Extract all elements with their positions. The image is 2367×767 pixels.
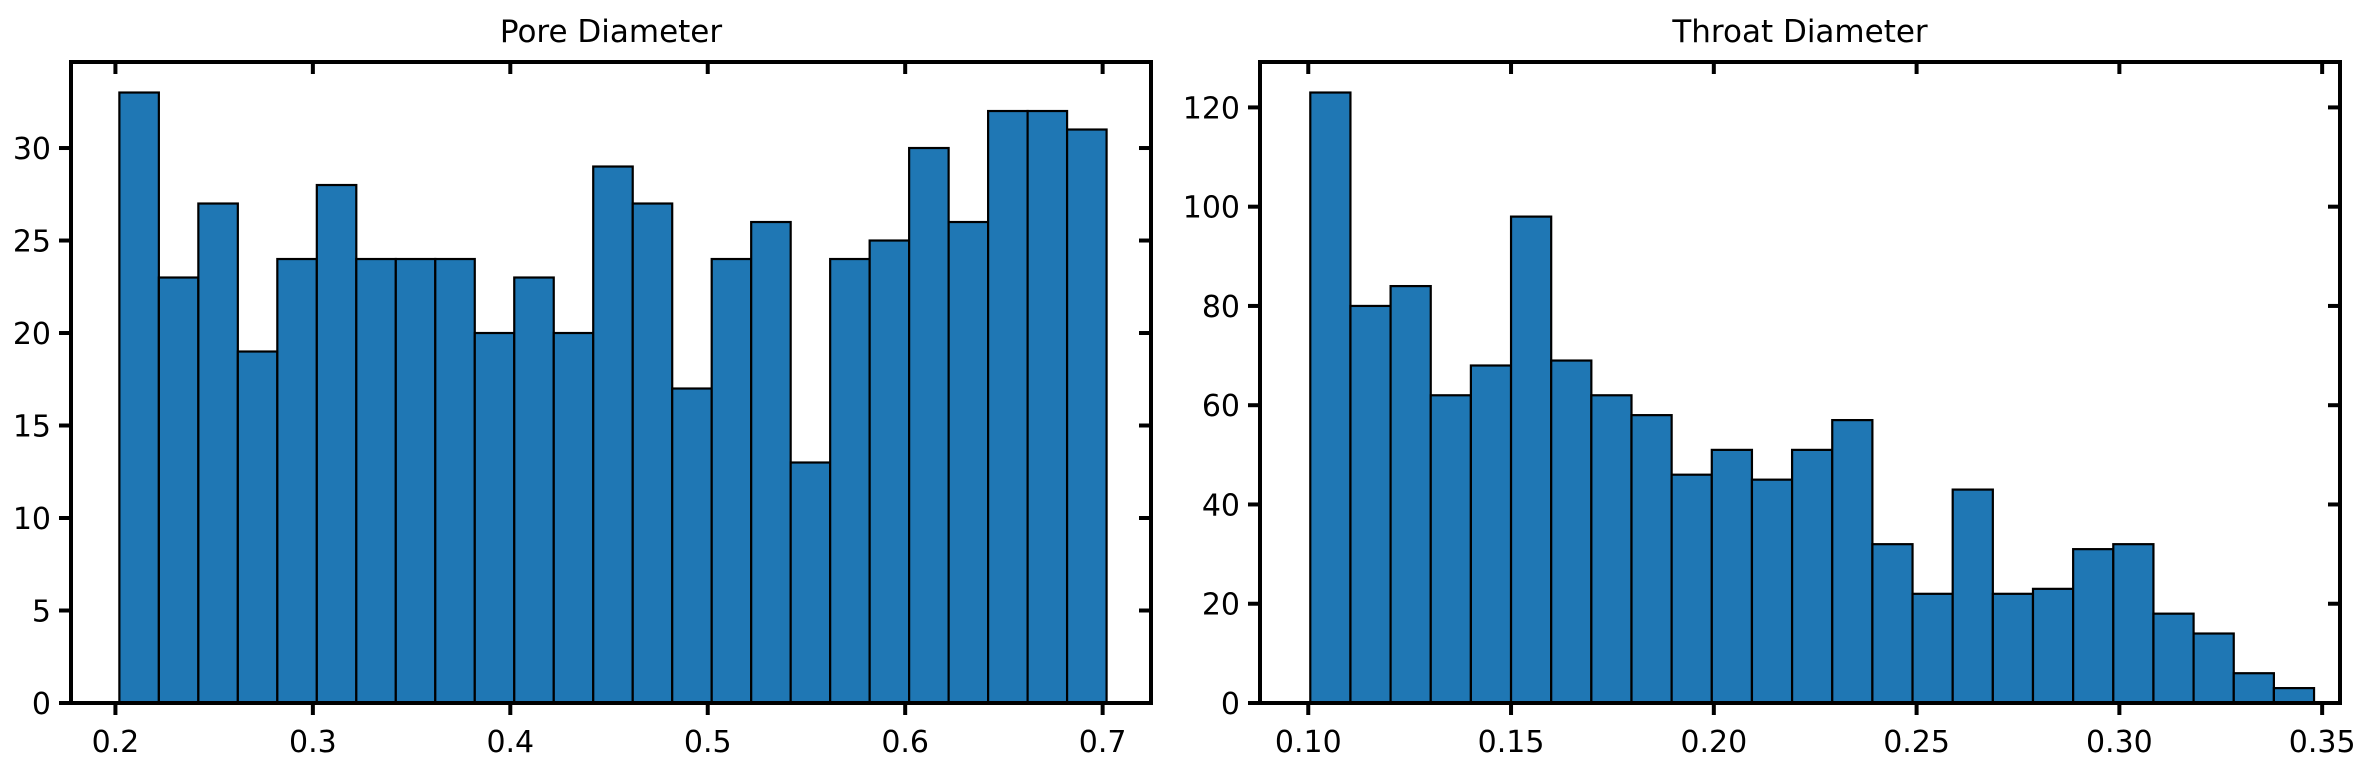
pore-bar-20 bbox=[908, 146, 950, 705]
pore-bar-8 bbox=[434, 257, 476, 705]
pore-bar-7 bbox=[394, 257, 437, 705]
pore-bar-2 bbox=[197, 202, 239, 705]
pore-bar-9 bbox=[473, 331, 516, 705]
throat-xtick-label-0: 0.10 bbox=[1275, 725, 1342, 760]
throat-ytick-label-6: 120 bbox=[1183, 91, 1240, 126]
throat-bar-16 bbox=[1951, 488, 1994, 705]
pore-xtick-label-1: 0.3 bbox=[289, 725, 337, 760]
throat-bar-3 bbox=[1429, 394, 1472, 705]
throat-bar-21 bbox=[2152, 612, 2195, 705]
pore-bar-5 bbox=[315, 183, 358, 705]
pore-diameter-title: Pore Diameter bbox=[500, 14, 723, 50]
pore-bar-19 bbox=[868, 239, 911, 705]
pore-ytick-label-6: 30 bbox=[13, 132, 51, 167]
throat-xtick-label-3: 0.25 bbox=[1883, 725, 1950, 760]
throat-bar-13 bbox=[1831, 418, 1874, 705]
throat-ytick-label-5: 100 bbox=[1183, 191, 1240, 226]
throat-bar-19 bbox=[2072, 548, 2115, 705]
throat-bar-24 bbox=[2272, 687, 2316, 705]
pore-axes-frame bbox=[69, 60, 1153, 705]
throat-bar-8 bbox=[1630, 414, 1673, 705]
throat-bar-23 bbox=[2232, 672, 2275, 705]
throat-bar-22 bbox=[2192, 632, 2235, 705]
pore-bar-23 bbox=[1026, 109, 1069, 705]
throat-ytick-label-3: 60 bbox=[1202, 389, 1240, 424]
pore-bar-18 bbox=[829, 257, 871, 705]
throat-xtick-label-1: 0.15 bbox=[1478, 725, 1545, 760]
throat-diameter-panel: Throat Diameter 0.10 0.15 0.20 0.25 0.30 0.35… bbox=[1183, 14, 2356, 760]
pore-xtick-label-4: 0.6 bbox=[881, 725, 929, 760]
pore-bar-16 bbox=[750, 220, 792, 705]
throat-bar-14 bbox=[1871, 543, 1914, 705]
throat-diameter-title: Throat Diameter bbox=[1671, 14, 1928, 50]
pore-bar-22 bbox=[987, 109, 1029, 705]
throat-bar-12 bbox=[1790, 448, 1834, 705]
throat-ytick-label-1: 20 bbox=[1202, 588, 1240, 623]
throat-bar-10 bbox=[1710, 448, 1754, 705]
throat-bar-4 bbox=[1469, 364, 1513, 705]
throat-bar-11 bbox=[1750, 478, 1794, 705]
throat-xtick-label-4: 0.30 bbox=[2086, 725, 2153, 760]
throat-ytick-label-2: 40 bbox=[1202, 488, 1240, 523]
throat-bar-18 bbox=[2031, 587, 2075, 705]
throat-bar-1 bbox=[1349, 304, 1392, 705]
pore-bar-4 bbox=[276, 257, 318, 705]
pore-bar-11 bbox=[552, 331, 595, 705]
pore-bar-13 bbox=[631, 202, 674, 705]
pore-bar-21 bbox=[947, 220, 990, 705]
throat-xtick-label-2: 0.20 bbox=[1680, 725, 1747, 760]
pore-bar-1 bbox=[157, 276, 200, 705]
pore-bar-10 bbox=[513, 276, 555, 705]
throat-ytick-label-0: 0 bbox=[1221, 687, 1240, 722]
pore-ytick-label-3: 15 bbox=[13, 410, 51, 445]
pore-bar-15 bbox=[710, 257, 753, 705]
throat-bar-0 bbox=[1309, 91, 1352, 705]
throat-axes-frame bbox=[1258, 60, 2342, 705]
throat-bar-20 bbox=[2112, 543, 2155, 705]
pore-xtick-label-3: 0.5 bbox=[684, 725, 732, 760]
throat-bar-2 bbox=[1389, 284, 1432, 705]
pore-ytick-label-2: 10 bbox=[13, 502, 51, 537]
pore-bar-12 bbox=[592, 165, 634, 705]
pore-diameter-panel: Pore Diameter 0.2 0.3 0.4 0.5 0.6 0.7 0 5 10 15 20… bbox=[13, 14, 1153, 760]
throat-bar-7 bbox=[1590, 394, 1633, 705]
throat-bar-5 bbox=[1509, 215, 1553, 705]
throat-bar-17 bbox=[1991, 592, 2035, 705]
throat-ytick-label-4: 80 bbox=[1202, 290, 1240, 325]
pore-ytick-label-0: 0 bbox=[32, 687, 51, 722]
pore-bar-14 bbox=[671, 387, 713, 705]
pore-bar-6 bbox=[355, 257, 397, 705]
pore-bar-0 bbox=[118, 91, 160, 705]
pore-ytick-label-4: 20 bbox=[13, 317, 51, 352]
throat-xtick-label-5: 0.35 bbox=[2289, 725, 2356, 760]
throat-bar-15 bbox=[1911, 592, 1954, 705]
pore-xtick-label-0: 0.2 bbox=[92, 725, 140, 760]
pore-xtick-label-5: 0.7 bbox=[1079, 725, 1127, 760]
pore-bar-17 bbox=[789, 461, 832, 705]
pore-ytick-label-1: 5 bbox=[32, 595, 51, 630]
pore-xtick-label-2: 0.4 bbox=[486, 725, 534, 760]
pore-bar-3 bbox=[236, 350, 279, 705]
throat-bar-6 bbox=[1550, 359, 1593, 705]
throat-bar-9 bbox=[1670, 473, 1713, 705]
pore-ytick-label-5: 25 bbox=[13, 225, 51, 260]
pore-bar-24 bbox=[1065, 128, 1108, 705]
